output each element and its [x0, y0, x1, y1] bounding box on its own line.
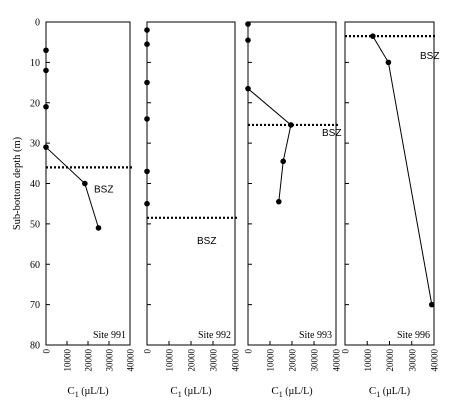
x-tick-label: 30000 — [105, 349, 115, 372]
y-axis-label: Sub-bottom depth (m) — [12, 136, 23, 230]
y-tick-label: 50 — [30, 219, 40, 230]
x-tick-label: 0 — [244, 349, 254, 354]
x-tick-label: 20000 — [84, 349, 94, 372]
y-tick-label: 80 — [30, 341, 40, 352]
x-tick-label: 10000 — [363, 349, 373, 372]
data-point — [280, 158, 287, 165]
data-point — [288, 122, 294, 128]
x-tick-label: 20000 — [187, 349, 197, 372]
x-tick-label: 20000 — [385, 349, 395, 372]
y-tick-label: 70 — [30, 300, 40, 311]
y-tick-label: 20 — [30, 98, 40, 109]
y-tick-label: 40 — [30, 179, 40, 190]
x-axis-label: C1 (µL/L) — [271, 385, 312, 399]
data-point — [428, 301, 435, 308]
x-tick-label: 0 — [42, 349, 52, 354]
data-point — [144, 168, 150, 175]
x-axis-label-unit: (µL/L) — [380, 386, 410, 397]
x-axis-label-subscript: 1 — [178, 390, 182, 399]
x-tick-label: 40000 — [430, 349, 440, 372]
y-tick-label: 0 — [35, 18, 40, 29]
data-point — [82, 180, 88, 187]
x-tick-label: 40000 — [126, 349, 136, 372]
data-point — [43, 67, 49, 74]
x-tick-label: 30000 — [407, 349, 417, 372]
x-tick-label: 30000 — [310, 349, 320, 372]
data-point — [43, 47, 49, 54]
data-point — [245, 21, 251, 27]
x-axis-label-symbol: C — [369, 385, 376, 397]
panel-site-2: 0 10000 20000 30000 40000 BSZ Site 992 C1 (µL/L… — [143, 21, 241, 399]
y-tick-label: 10 — [30, 58, 40, 69]
x-axis-label-unit: (µL/L) — [79, 386, 109, 397]
data-point — [385, 59, 392, 66]
x-axis-label: C1 (µL/L) — [369, 385, 410, 399]
panel-frame — [247, 21, 337, 346]
bsz-label: BSZ — [322, 128, 341, 139]
data-point — [370, 33, 376, 39]
x-axis-label-subscript: 1 — [376, 390, 380, 399]
panel-site-4: 0 10000 20000 30000 40000 BSZ Site 996 C1 (µL/L… — [341, 21, 440, 399]
x-axis-label-subscript: 1 — [279, 390, 283, 399]
data-point — [144, 116, 150, 122]
data-point — [276, 198, 282, 205]
x-axis-label-symbol: C — [67, 385, 74, 397]
x-tick-label: 10000 — [63, 349, 73, 372]
data-point — [245, 85, 251, 92]
x-tick-label: 0 — [341, 349, 351, 354]
x-tick-label: 10000 — [266, 349, 276, 372]
x-tick-label: 40000 — [231, 349, 241, 372]
x-axis-label-symbol: C — [170, 385, 177, 397]
y-tick-label: 60 — [30, 260, 40, 271]
x-tick-label: 10000 — [165, 349, 175, 372]
bsz-label: BSZ — [94, 184, 113, 195]
x-axis-label-symbol: C — [271, 385, 278, 397]
data-point — [245, 37, 251, 43]
x-axis-label-unit: (µL/L) — [283, 386, 313, 397]
series-line — [247, 24, 292, 202]
x-tick-label: 20000 — [288, 349, 298, 372]
site-label: Site 993 — [299, 330, 332, 341]
panel-frame — [146, 21, 236, 346]
x-axis-label-subscript: 1 — [75, 390, 79, 399]
data-point — [43, 144, 49, 150]
panel-frame — [45, 21, 131, 346]
x-axis-label: C1 (µL/L) — [67, 385, 108, 399]
x-tick-label: 40000 — [332, 349, 342, 372]
series-line — [45, 50, 99, 229]
site-label: Site 996 — [397, 330, 430, 341]
y-tick-label: 30 — [30, 139, 40, 150]
data-point — [144, 41, 150, 48]
x-tick-label: 30000 — [209, 349, 219, 372]
site-label: Site 991 — [93, 330, 126, 341]
data-point — [144, 27, 150, 33]
data-point — [144, 79, 150, 86]
x-tick-label: 0 — [143, 349, 153, 354]
x-axis-label-unit: (µL/L) — [182, 386, 212, 397]
bsz-label: BSZ — [197, 236, 216, 247]
panel-site-1: 0 10000 20000 30000 40000 0 10 20 30 40 50 60 70 80 Su… — [12, 18, 136, 400]
data-point — [95, 225, 102, 231]
data-point — [144, 200, 150, 207]
panel-site-3: 0 10000 20000 30000 40000 BSZ Site 993 C1 (µL/L… — [244, 21, 342, 399]
bsz-label: BSZ — [420, 51, 439, 62]
x-axis-label: C1 (µL/L) — [170, 385, 211, 399]
site-label: Site 992 — [198, 330, 231, 341]
series-line — [372, 35, 433, 305]
data-point — [43, 103, 49, 110]
